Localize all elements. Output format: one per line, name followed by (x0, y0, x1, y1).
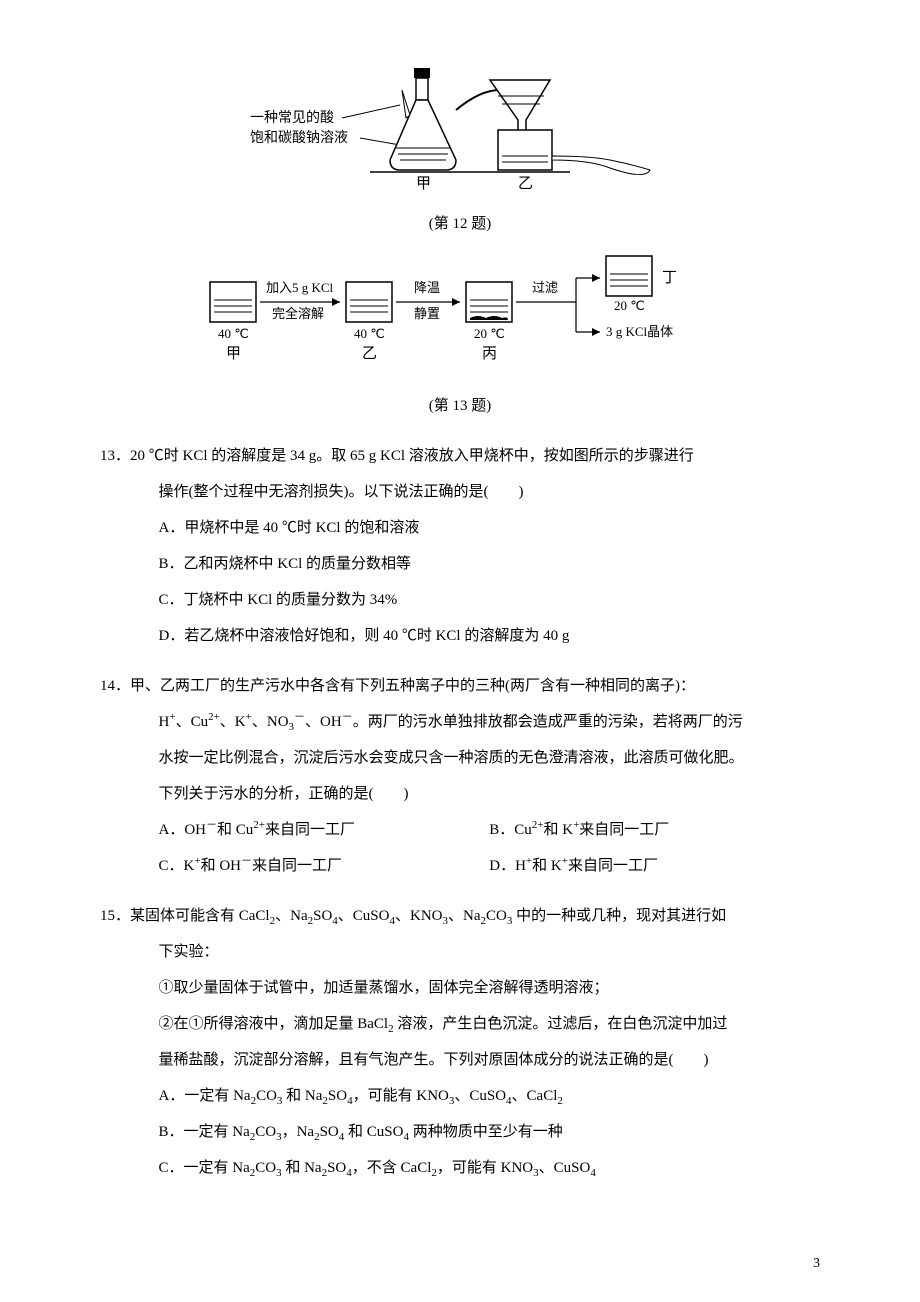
figure-12: 一种常见的酸 饱和碳酸钠溶液 甲 (100, 60, 820, 242)
svg-text:静置: 静置 (414, 306, 440, 321)
fig12-sat-label: 饱和碳酸钠溶液 (250, 130, 348, 146)
figure-13: 40 ℃ 甲 加入5 g KCl 完全溶解 40 ℃ 乙 降温 (100, 252, 820, 424)
svg-text:降温: 降温 (414, 280, 440, 295)
svg-text:40 ℃: 40 ℃ (218, 326, 249, 341)
svg-text:甲: 甲 (416, 176, 431, 192)
svg-text:20 ℃: 20 ℃ (614, 298, 645, 313)
q13-opt-c: C．丁烧杯中 KCl 的质量分数为 34% (100, 582, 820, 618)
q14-stem-4: 下列关于污水的分析，正确的是( ) (100, 776, 820, 812)
q15-step-2a: ②在①所得溶液中，滴加足量 BaCl2 溶液，产生白色沉淀。过滤后，在白色沉淀中… (100, 1006, 820, 1042)
figure-12-svg: 一种常见的酸 饱和碳酸钠溶液 甲 (250, 60, 670, 200)
q14-opt-c: C．K+和 OH－来自同一工厂 (159, 848, 490, 884)
q14-stem-3: 水按一定比例混合，沉淀后污水会变成只含一种溶质的无色澄清溶液，此溶质可做化肥。 (100, 740, 820, 776)
svg-text:完全溶解: 完全溶解 (272, 306, 324, 321)
q14-stem-2: H+、Cu2+、K+、NO3－、OH－。两厂的污水单独排放都会造成严重的污染，若… (100, 704, 820, 740)
q13-stem: 13．20 ℃时 KCl 的溶解度是 34 g。取 65 g KCl 溶液放入甲… (100, 438, 820, 474)
arrow-2: 降温 静置 (396, 280, 460, 321)
svg-text:40 ℃: 40 ℃ (354, 326, 385, 341)
q13-opt-a: A．甲烧杯中是 40 ℃时 KCl 的饱和溶液 (100, 510, 820, 546)
beaker-yi: 40 ℃ 乙 (346, 282, 392, 362)
svg-text:乙: 乙 (362, 346, 377, 362)
arrow-3: 过滤 (516, 274, 600, 336)
q13-opt-b: B．乙和丙烧杯中 KCl 的质量分数相等 (100, 546, 820, 582)
fig12-caption: (第 12 题) (429, 206, 492, 242)
q15-opt-b: B．一定有 Na2CO3，Na2SO4 和 CuSO4 两种物质中至少有一种 (100, 1114, 820, 1150)
crystal-out: 3 g KCl晶体 (606, 324, 673, 339)
flask-jia: 甲 (390, 68, 500, 192)
apparatus-yi: 乙 (490, 80, 650, 192)
q15-step-1: ①取少量固体于试管中，加适量蒸馏水，固体完全溶解得透明溶液； (100, 970, 820, 1006)
svg-text:乙: 乙 (518, 176, 533, 192)
arrow-1: 加入5 g KCl 完全溶解 (260, 280, 340, 321)
svg-text:20 ℃: 20 ℃ (474, 326, 505, 341)
q13-stem-2: 操作(整个过程中无溶剂损失)。以下说法正确的是( ) (100, 474, 820, 510)
svg-text:甲: 甲 (226, 346, 241, 362)
question-15: 15．某固体可能含有 CaCl2、Na2SO4、CuSO4、KNO3、Na2CO… (100, 898, 820, 1186)
q14-opt-a: A．OH－和 Cu2+来自同一工厂 (159, 812, 490, 848)
question-13: 13．20 ℃时 KCl 的溶解度是 34 g。取 65 g KCl 溶液放入甲… (100, 438, 820, 654)
q13-opt-d: D．若乙烧杯中溶液恰好饱和，则 40 ℃时 KCl 的溶解度为 40 g (100, 618, 820, 654)
q15-opt-c: C．一定有 Na2CO3 和 Na2SO4，不含 CaCl2，可能有 KNO3、… (100, 1150, 820, 1186)
svg-text:丙: 丙 (482, 346, 497, 362)
svg-text:丁: 丁 (662, 270, 677, 286)
q14-opt-b: B．Cu2+和 K+来自同一工厂 (489, 812, 820, 848)
q14-opt-d: D．H+和 K+来自同一工厂 (489, 848, 820, 884)
q15-step-2b: 量稀盐酸，沉淀部分溶解，且有气泡产生。下列对原固体成分的说法正确的是( ) (100, 1042, 820, 1078)
beaker-ding: 丁 20 ℃ (606, 256, 677, 313)
beaker-jia: 40 ℃ 甲 (210, 282, 256, 362)
fig12-acid-label: 一种常见的酸 (250, 110, 334, 126)
question-14: 14．甲、乙两工厂的生产污水中各含有下列五种离子中的三种(两厂含有一种相同的离子… (100, 668, 820, 884)
q15-stem-2: 下实验： (100, 934, 820, 970)
figure-13-svg: 40 ℃ 甲 加入5 g KCl 完全溶解 40 ℃ 乙 降温 (200, 252, 720, 382)
q15-opt-a: A．一定有 Na2CO3 和 Na2SO4，可能有 KNO3、CuSO4、CaC… (100, 1078, 820, 1114)
page-number: 3 (813, 1256, 820, 1272)
svg-text:过滤: 过滤 (532, 280, 558, 295)
fig13-caption: (第 13 题) (429, 388, 492, 424)
q14-stem-1: 14．甲、乙两工厂的生产污水中各含有下列五种离子中的三种(两厂含有一种相同的离子… (100, 668, 820, 704)
q15-stem-1: 15．某固体可能含有 CaCl2、Na2SO4、CuSO4、KNO3、Na2CO… (100, 898, 820, 934)
beaker-bing: 20 ℃ 丙 (466, 282, 512, 362)
svg-text:加入5 g KCl: 加入5 g KCl (266, 280, 334, 295)
